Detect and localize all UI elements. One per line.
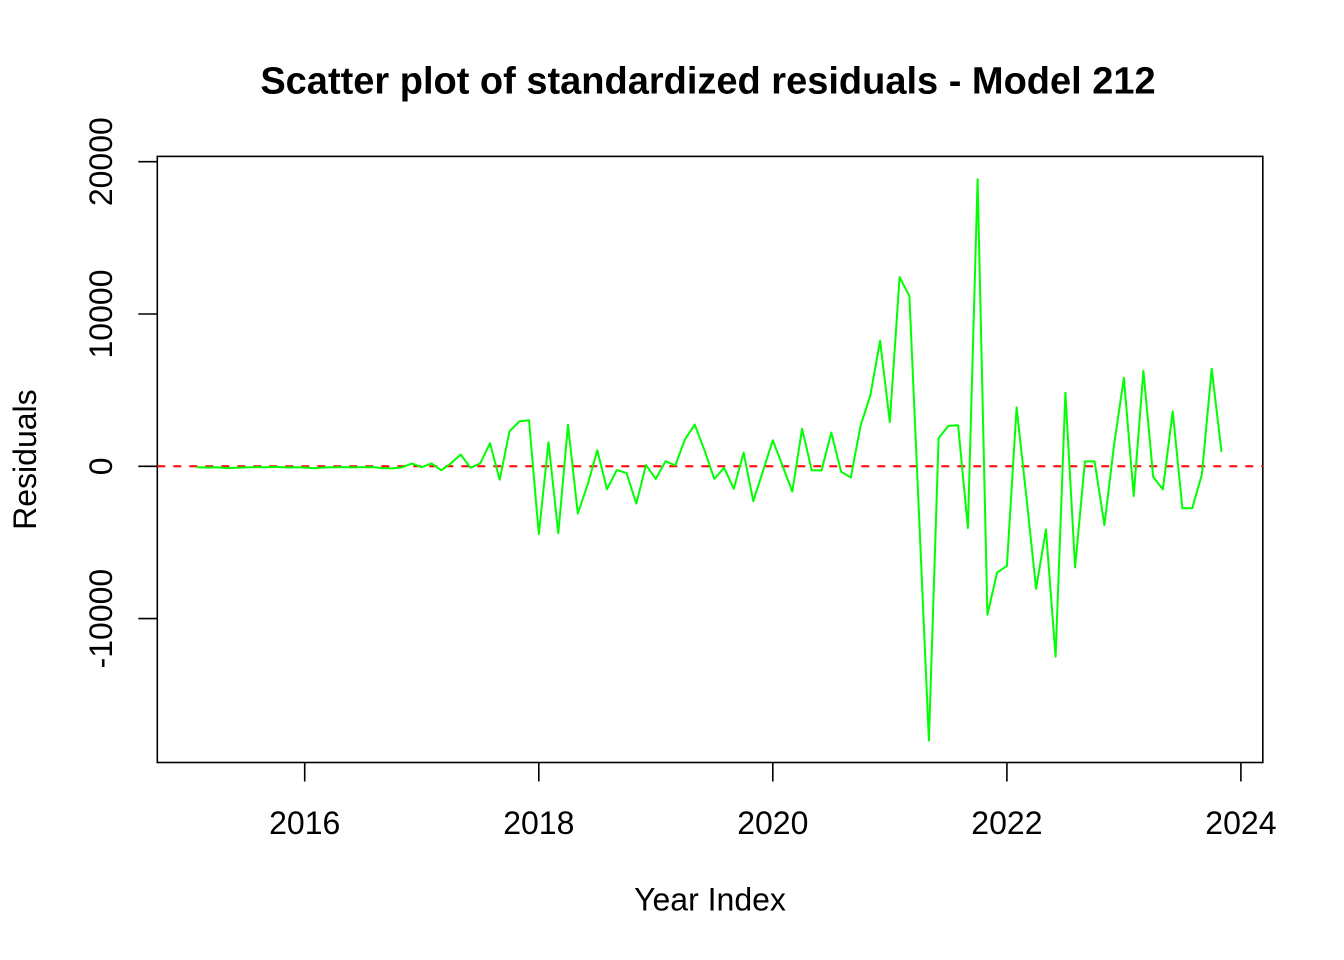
svg-text:0: 0 [83,457,119,475]
svg-text:Residuals: Residuals [7,389,43,530]
svg-text:Scatter plot of standardized r: Scatter plot of standardized residuals -… [260,61,1155,103]
svg-text:2016: 2016 [269,805,340,841]
svg-text:20000: 20000 [83,117,119,206]
svg-text:Year Index: Year Index [634,882,786,918]
svg-text:10000: 10000 [83,270,119,359]
svg-text:2022: 2022 [971,805,1042,841]
svg-text:-10000: -10000 [83,569,119,669]
svg-text:2024: 2024 [1205,805,1276,841]
svg-text:2018: 2018 [503,805,574,841]
svg-text:2020: 2020 [737,805,808,841]
